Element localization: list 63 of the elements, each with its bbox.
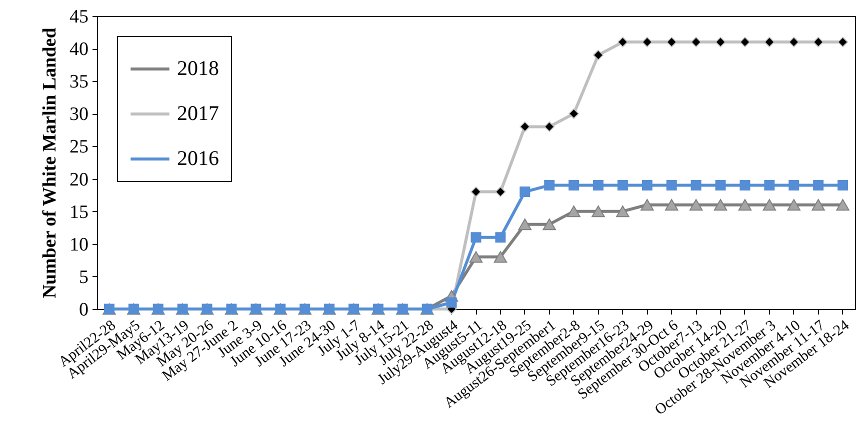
- point: [568, 180, 580, 191]
- point: [738, 199, 752, 211]
- point: [518, 218, 532, 230]
- legend-label: 2016: [177, 146, 219, 170]
- point: [567, 206, 580, 218]
- point: [715, 36, 726, 48]
- point: [542, 218, 556, 230]
- point: [642, 180, 652, 191]
- y-tick-label: 25: [70, 136, 88, 158]
- y-tick-label: 35: [70, 72, 88, 93]
- y-tick-label: 0: [79, 300, 88, 320]
- point: [592, 206, 605, 218]
- y-tick-label: 10: [70, 234, 88, 256]
- point: [740, 36, 750, 48]
- point: [690, 180, 702, 191]
- point: [544, 180, 555, 191]
- y-tick-label: 30: [70, 104, 88, 126]
- point: [446, 297, 457, 308]
- point: [787, 199, 800, 211]
- point: [520, 121, 530, 132]
- point: [593, 50, 604, 60]
- point: [617, 180, 628, 191]
- point: [690, 36, 702, 48]
- point: [469, 251, 483, 263]
- point: [642, 36, 652, 48]
- point: [470, 232, 482, 243]
- point: [836, 199, 850, 211]
- point: [640, 199, 654, 211]
- point: [520, 186, 530, 198]
- point: [544, 121, 555, 132]
- y-axis-title: Number of White Marlin Landed: [40, 27, 60, 298]
- point: [788, 180, 800, 191]
- point: [617, 36, 628, 48]
- point: [740, 180, 750, 191]
- point: [666, 36, 677, 48]
- point: [593, 180, 604, 191]
- point: [838, 180, 848, 191]
- y-tick-label: 40: [70, 39, 88, 60]
- point: [495, 232, 506, 243]
- point: [813, 36, 824, 48]
- point: [764, 36, 775, 48]
- point: [764, 180, 775, 191]
- legend-label: 2018: [177, 56, 219, 80]
- point: [714, 199, 728, 211]
- y-tick-label: 45: [70, 6, 88, 28]
- y-tick-label: 15: [70, 202, 88, 223]
- point: [666, 180, 677, 191]
- point: [494, 251, 508, 263]
- legend-label: 2017: [177, 101, 219, 125]
- point: [616, 206, 630, 218]
- point: [715, 180, 726, 191]
- point: [812, 199, 825, 211]
- point: [470, 186, 482, 198]
- point: [788, 36, 800, 48]
- point: [813, 180, 824, 191]
- point: [568, 108, 580, 119]
- point: [689, 199, 703, 211]
- point: [762, 199, 776, 211]
- point: [838, 36, 848, 48]
- y-tick-label: 20: [70, 169, 88, 190]
- point: [495, 186, 506, 198]
- y-tick-label: 5: [79, 266, 88, 288]
- point: [664, 199, 678, 211]
